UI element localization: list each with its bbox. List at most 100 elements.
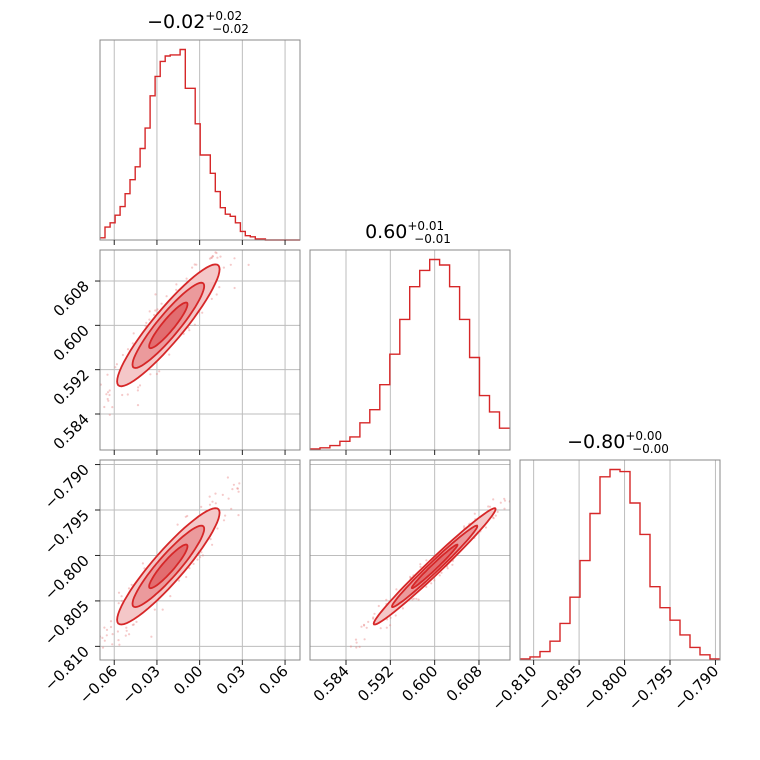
sample-point [229,263,232,266]
sample-point [106,373,109,376]
x-tick-label: 0.06 [256,662,292,698]
param-title-value: −0.80 [567,431,625,453]
sample-point [185,575,188,579]
sample-point [211,543,214,546]
x-tick-label: 0.584 [310,662,353,705]
sample-point [143,567,146,570]
x-tick-label: −0.790 [670,662,722,714]
sample-point [211,500,214,503]
sample-point [168,353,171,356]
sample-point [219,255,222,258]
sample-point [138,384,142,387]
histogram-2 [520,468,720,660]
sample-point [215,293,218,296]
sample-point [135,620,138,624]
sample-point [232,483,235,486]
sample-point [401,607,404,610]
sample-point [385,626,388,629]
grid-layer [100,40,716,660]
sample-point [211,255,214,258]
sample-point [149,373,152,376]
sample-point [367,620,370,624]
param-title-err-minus: −0.01 [414,232,451,246]
sample-point [126,393,129,396]
sample-point [229,246,231,248]
sample-point [184,515,187,518]
sample-point [237,490,240,493]
sample-point [109,620,113,623]
sample-point [131,342,134,345]
sample-point [226,476,229,479]
sample-point [224,514,227,517]
sample-point [377,604,380,608]
sample-point [105,634,108,637]
x-tick-label: 0.00 [170,662,206,698]
sample-point [412,597,415,600]
sample-point [419,565,422,569]
sample-point [227,497,230,500]
sample-point [193,263,196,266]
sample-point [165,295,168,298]
sample-point [125,626,128,629]
sample-point [233,257,236,260]
sample-point [130,583,133,586]
sample-point [496,510,499,513]
sample-point [176,523,179,526]
sample-point [425,559,428,562]
sample-point [499,501,502,504]
sample-point [127,587,131,590]
x-tick-label: −0.06 [76,662,121,707]
sample-point [389,616,392,620]
sample-point [503,497,506,500]
sample-point [103,405,106,409]
sample-point [141,562,144,565]
y-tick-label: −0.795 [41,506,93,558]
param-title-value: −0.02 [147,11,205,33]
sample-point [185,277,188,280]
sample-point [103,626,106,629]
panel-frame-2-1 [309,459,511,661]
sample-point [237,514,240,517]
sample-point [105,393,108,396]
sample-point [201,311,204,314]
sample-point [514,496,516,498]
sample-point [118,643,121,646]
sample-point [192,562,195,566]
sample-point [144,324,147,327]
contour-inner [148,301,189,350]
sample-point [247,263,250,266]
sample-point [154,293,157,296]
sample-point [516,490,518,492]
sample-point [525,472,527,474]
sample-point [231,488,234,491]
sample-point [160,302,163,305]
sample-point [492,498,495,501]
sample-point [115,363,118,366]
param-title-2: −0.80+0.00 −0.00 [567,429,669,456]
sample-point [120,595,123,598]
sample-point [132,332,135,335]
sample-point [208,257,212,260]
sample-point [199,556,202,559]
sample-point [148,318,151,321]
sample-point [530,476,532,478]
sample-point [433,579,436,582]
sample-point [227,235,229,237]
sample-point [389,624,392,627]
sample-point [108,389,111,392]
sample-point [440,571,443,574]
sample-point [111,633,114,636]
frame-layer [95,39,721,665]
sample-point [156,308,159,311]
x-tick-label: 0.600 [398,662,441,705]
sample-point [355,646,358,649]
y-tick-label: 0.584 [50,410,93,453]
x-tick-label: 0.608 [443,662,486,705]
sample-point [425,585,428,589]
sample-point [175,288,178,291]
sample-point [106,391,110,394]
sample-point [415,597,418,600]
sample-point [201,554,204,557]
sample-point [154,309,157,312]
